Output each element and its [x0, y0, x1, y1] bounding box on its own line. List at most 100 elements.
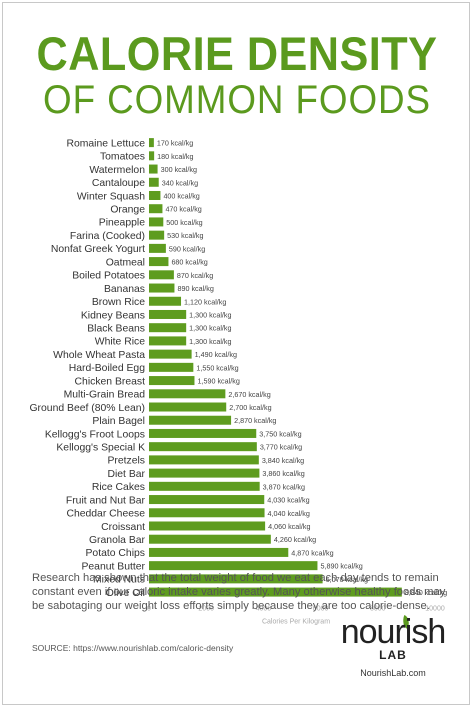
- bar: [149, 243, 166, 253]
- x-axis-label: Calories Per Kilogram: [262, 619, 330, 626]
- value-label: 400 kcal/kg: [163, 191, 199, 200]
- category-label: Kellogg's Froot Loops: [45, 429, 145, 440]
- category-label: Plain Bagel: [92, 416, 145, 427]
- value-label: 5,890 kcal/kg: [320, 562, 362, 571]
- bar: [149, 296, 182, 306]
- value-label: 1,300 kcal/kg: [189, 310, 231, 319]
- value-label: 8,840 kcal/kg: [405, 588, 447, 597]
- bar: [149, 257, 169, 267]
- x-tick-label: 8000: [370, 606, 386, 613]
- category-label: Multi-Grain Bread: [64, 390, 146, 401]
- value-label: 6,070 kcal/kg: [326, 575, 368, 584]
- value-label: 3,770 kcal/kg: [260, 443, 302, 452]
- value-label: 3,870 kcal/kg: [263, 482, 305, 491]
- category-label: Oatmeal: [106, 257, 145, 268]
- category-label: Winter Squash: [77, 191, 145, 202]
- value-label: 180 kcal/kg: [157, 152, 193, 161]
- category-label: Diet Bar: [107, 469, 145, 480]
- logo-url: NourishLab.com: [360, 668, 426, 678]
- category-label: Orange: [110, 205, 145, 216]
- value-label: 1,490 kcal/kg: [195, 350, 237, 359]
- category-label: White Rice: [95, 337, 145, 348]
- value-label: 4,030 kcal/kg: [267, 496, 309, 505]
- bar: [149, 270, 174, 280]
- value-label: 470 kcal/kg: [165, 205, 201, 214]
- title-line-2: OF COMMON FOODS: [43, 78, 431, 122]
- value-label: 3,750 kcal/kg: [259, 429, 301, 438]
- category-label: Pretzels: [107, 456, 145, 467]
- source-link[interactable]: SOURCE: https://www.nourishlab.com/calor…: [32, 643, 234, 653]
- value-label: 1,550 kcal/kg: [196, 363, 238, 372]
- bar: [149, 428, 257, 438]
- category-label: Chicken Breast: [75, 376, 146, 387]
- bar: [149, 336, 187, 346]
- bar: [149, 547, 289, 557]
- bar: [149, 204, 163, 214]
- bar: [149, 217, 164, 227]
- value-label: 300 kcal/kg: [161, 165, 197, 174]
- x-tick-label: 10000: [425, 606, 445, 613]
- value-label: 1,120 kcal/kg: [184, 297, 226, 306]
- category-label: Ground Beef (80% Lean): [29, 403, 145, 414]
- value-label: 2,870 kcal/kg: [234, 416, 276, 425]
- bar: [149, 323, 187, 333]
- category-label: Olive Oil: [106, 588, 145, 599]
- bar: [149, 521, 266, 531]
- description-text: Research has shown that the total weight…: [32, 572, 446, 612]
- value-label: 3,840 kcal/kg: [262, 456, 304, 465]
- category-label: Pineapple: [99, 218, 145, 229]
- bar: [149, 283, 175, 293]
- value-label: 4,870 kcal/kg: [291, 548, 333, 557]
- x-tick-label: 0: [147, 606, 151, 613]
- value-label: 500 kcal/kg: [166, 218, 202, 227]
- value-label: 4,060 kcal/kg: [268, 522, 310, 531]
- bar: [149, 481, 260, 491]
- bar: [149, 230, 165, 240]
- category-label: Kidney Beans: [81, 310, 145, 321]
- bar: [149, 138, 154, 148]
- category-label: Brown Rice: [92, 297, 145, 308]
- category-label: Boiled Potatoes: [72, 271, 145, 282]
- logo-wordmark: nourish: [340, 613, 447, 651]
- x-tick-label: 6000: [313, 606, 329, 613]
- infographic-frame: [2, 2, 470, 705]
- value-label: 1,300 kcal/kg: [189, 324, 231, 333]
- value-label: 1,300 kcal/kg: [189, 337, 231, 346]
- category-label: Cheddar Cheese: [66, 509, 145, 520]
- bar: [149, 349, 192, 359]
- nourishlab-logo: nourish LAB NourishLab.com: [328, 612, 458, 690]
- bar: [149, 151, 155, 161]
- title-line-1: CALORIE DENSITY: [36, 27, 438, 80]
- category-label: Mixed Nuts: [93, 575, 145, 586]
- category-label: Granola Bar: [89, 535, 146, 546]
- bar: [149, 442, 257, 452]
- x-tick-label: 2000: [198, 606, 214, 613]
- bar: [149, 309, 187, 319]
- bar: [149, 495, 265, 505]
- bar: [149, 177, 159, 187]
- bar: [149, 415, 232, 425]
- category-label: Watermelon: [89, 165, 145, 176]
- category-label: Croissant: [101, 522, 145, 533]
- value-label: 590 kcal/kg: [169, 244, 205, 253]
- category-label: Peanut Butter: [81, 561, 145, 572]
- bar: [149, 389, 226, 399]
- category-label: Farina (Cooked): [70, 231, 145, 242]
- category-label: Romaine Lettuce: [66, 138, 145, 149]
- bar: [149, 561, 318, 571]
- bar: [149, 574, 323, 584]
- category-label: Bananas: [104, 284, 145, 295]
- bar: [149, 402, 227, 412]
- category-label: Tomatoes: [100, 152, 145, 163]
- value-label: 530 kcal/kg: [167, 231, 203, 240]
- category-label: Rice Cakes: [92, 482, 145, 493]
- bar: [149, 455, 259, 465]
- x-tick-label: 4000: [256, 606, 272, 613]
- bar: [149, 190, 161, 200]
- value-label: 890 kcal/kg: [177, 284, 213, 293]
- logo-lab: LAB: [379, 648, 407, 662]
- category-label: Black Beans: [87, 323, 145, 334]
- value-label: 3,860 kcal/kg: [262, 469, 304, 478]
- value-label: 340 kcal/kg: [162, 178, 198, 187]
